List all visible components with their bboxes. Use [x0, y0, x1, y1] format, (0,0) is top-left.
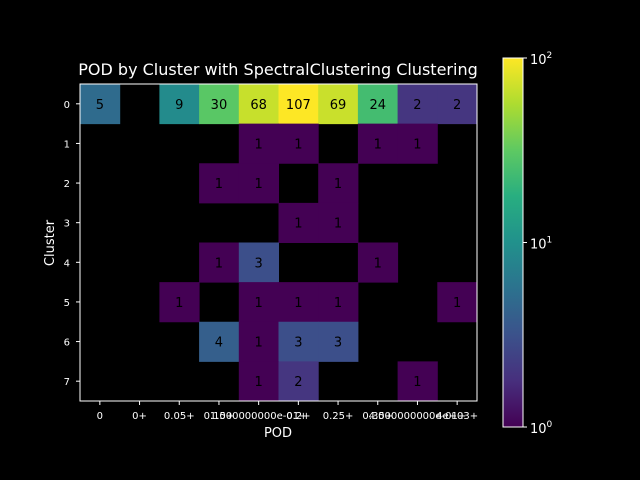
heatmap-cell [397, 84, 438, 125]
y-tick-label: 6 [64, 338, 70, 349]
heatmap-cell [238, 361, 279, 402]
cell-value-label: 1 [334, 296, 342, 311]
chart-title: POD by Cluster with SpectralClustering C… [78, 60, 477, 79]
heatmap-cell [238, 242, 279, 283]
heatmap-cell [278, 123, 319, 164]
heatmap-cell [238, 123, 279, 164]
x-tick-label: 0 [97, 411, 103, 422]
x-tick-label: 0.25+ [323, 411, 354, 422]
cell-value-label: 4 [215, 336, 223, 351]
cell-value-label: 3 [334, 336, 342, 351]
cell-value-label: 1 [175, 296, 183, 311]
cell-value-label: 1 [255, 296, 263, 311]
y-tick-label: 5 [64, 298, 70, 309]
heatmap-cell [357, 84, 399, 125]
cell-value-label: 1 [255, 137, 263, 152]
cell-value-label: 1 [413, 137, 421, 152]
cell-value-label: 68 [250, 98, 267, 113]
cell-value-label: 1 [255, 336, 263, 351]
cell-value-label: 1 [215, 256, 223, 271]
heatmap-cell [238, 282, 279, 323]
cell-value-label: 1 [453, 296, 461, 311]
cell-value-label: 69 [330, 98, 347, 113]
heatmap-cell [199, 242, 240, 283]
heatmap-cell [159, 84, 200, 125]
cell-value-label: 1 [255, 177, 263, 192]
heatmap-cell [278, 84, 319, 125]
heatmap-cell [318, 84, 359, 125]
cell-value-label: 30 [211, 98, 228, 113]
heatmap-cell [199, 84, 240, 125]
heatmap-cell [357, 123, 399, 164]
x-tick-label: 1.000000000e-01+ [210, 411, 308, 422]
x-tick-label: 0.05+ [164, 411, 195, 422]
cell-value-label: 1 [374, 256, 382, 271]
cell-value-label: 1 [413, 375, 421, 390]
heatmap-cell [397, 123, 438, 164]
cell-value-label: 9 [175, 98, 183, 113]
y-tick-label: 0 [64, 100, 70, 111]
heatmap-cell [278, 282, 319, 323]
heatmap-cell [357, 242, 399, 283]
heatmap-cell [318, 321, 359, 362]
heatmap-cell [437, 282, 478, 323]
cell-value-label: 1 [334, 177, 342, 192]
heatmap-cell [238, 84, 279, 125]
x-axis-label: POD [264, 426, 292, 441]
cell-value-label: 24 [369, 98, 386, 113]
heatmap-cell [238, 321, 279, 362]
y-axis-ticks: 0 1 2 3 4 5 6 7 [64, 100, 80, 388]
cell-value-label: 1 [294, 217, 302, 232]
y-axis-label: Cluster [43, 219, 58, 266]
heatmap-cell [238, 163, 279, 204]
x-tick-label: 4.000000000e-01+ [369, 411, 467, 422]
heatmap-cell [278, 321, 319, 362]
y-tick-label: 7 [64, 377, 70, 388]
x-tick-label: 0+ [132, 411, 147, 422]
colorbar-tick-label: 102 [530, 51, 552, 68]
cell-value-label: 5 [96, 98, 104, 113]
colorbar-ticks: 100 101 102 [523, 51, 553, 437]
heatmap-cell [199, 163, 240, 204]
cell-value-label: 1 [215, 177, 223, 192]
cell-value-label: 1 [294, 296, 302, 311]
x-tick-label: 0.35+ [362, 411, 393, 422]
cell-value-label: 1 [255, 375, 263, 390]
x-axis-ticks: 0 0+ 0.05+ 0.15+1.000000000e-01+0.2+ 0.25+ 0.… [97, 401, 478, 422]
heatmap-cell [80, 84, 121, 125]
x-tick-label: 0.2+ [286, 411, 310, 422]
colorbar-gradient [502, 57, 524, 428]
cell-value-label: 2 [294, 375, 302, 390]
heatmap-cell [397, 361, 438, 402]
heatmap-cell-labels: 5 9 30 68 107 69 24 2 2 1 1 1 1 1 1 1 1 1 1 3 1 1 1 1 1 1 4 1 3 3 1 2 1 [96, 98, 462, 390]
y-tick-label: 2 [64, 179, 70, 190]
y-tick-label: 4 [64, 258, 70, 269]
colorbar-tick-label: 101 [530, 236, 552, 253]
heatmap-cells [80, 84, 478, 402]
heatmap-cell [278, 202, 319, 243]
plot-frame [79, 83, 478, 402]
heatmap-cell [278, 361, 319, 402]
heatmap-cell [159, 282, 200, 323]
cell-value-label: 1 [294, 137, 302, 152]
cell-value-label: 107 [286, 98, 311, 113]
cell-value-label: 2 [413, 98, 421, 113]
cell-value-label: 3 [294, 336, 302, 351]
x-tick-label: 0.15+ [204, 411, 235, 422]
heatmap-cell [318, 163, 359, 204]
colorbar: 100 101 102 [502, 51, 553, 437]
heatmap-cell [318, 282, 359, 323]
y-tick-label: 3 [64, 219, 70, 230]
cell-value-label: 1 [334, 217, 342, 232]
y-tick-label: 1 [64, 139, 70, 150]
x-tick-label: 4e+03+ [436, 411, 478, 422]
cell-value-label: 2 [453, 98, 461, 113]
heatmap-cell [437, 84, 478, 125]
cell-value-label: 1 [374, 137, 382, 152]
cell-value-label: 3 [255, 256, 263, 271]
colorbar-tick-label: 100 [530, 420, 553, 437]
heatmap-cell [199, 321, 240, 362]
heatmap-cell [318, 202, 359, 243]
